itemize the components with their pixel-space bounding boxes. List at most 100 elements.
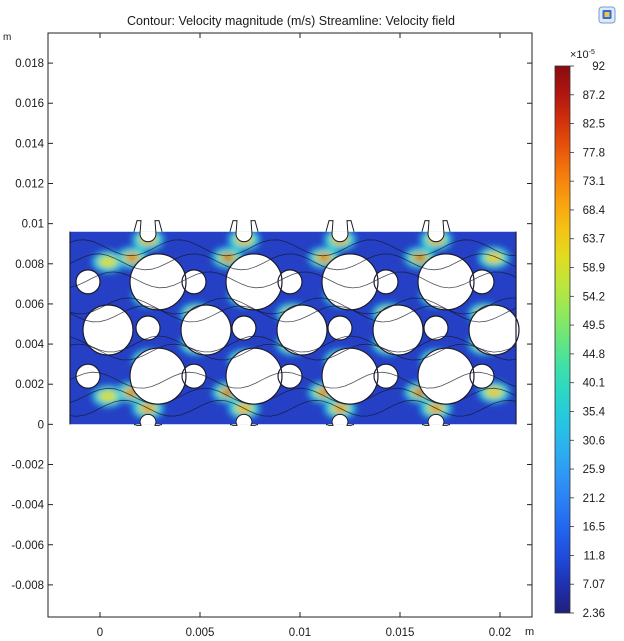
colorbar-gradient [554,65,571,614]
large-obstacle [418,348,474,405]
colorbar-multiplier: ×10-5 [570,49,595,61]
large-obstacle-outline [276,304,328,356]
inlet-notch [229,220,259,243]
small-obstacle-outline [373,363,399,389]
y-tick-label: -0.002 [11,459,44,471]
large-obstacle [226,253,282,310]
y-tick-label: 0.018 [15,58,44,70]
large-obstacle-outline [225,347,283,405]
large-obstacle [130,253,186,310]
colorbar-tick-label: 58.9 [583,263,605,275]
y-tick-label: 0.014 [15,138,44,150]
colorbar-tick-label: 77.8 [583,147,605,159]
large-obstacle [130,348,186,405]
small-obstacle [182,364,206,389]
small-obstacle [76,364,100,389]
colorbar-ticks: 92 87.2 82.5 77.8 73.1 68.4 63.7 58.9 54.2 49.5 44… [570,61,606,620]
large-obstacle-outline [225,253,283,311]
large-obstacle [469,305,519,356]
plot-frame [47,32,533,618]
small-obstacle-outline [277,269,303,295]
small-obstacle [470,269,494,294]
y-axis-unit: m [3,32,11,43]
velocity-field [69,220,520,426]
small-obstacle [374,269,398,294]
x-tick-label: 0.005 [186,627,215,639]
colorbar-tick-label: 92 [592,61,605,73]
colorbar-tick-label: 87.2 [583,90,605,102]
small-obstacle-outline [75,363,101,389]
y-tick-label: 0.002 [15,379,44,391]
small-obstacle-outline [469,363,495,389]
colorbar-tick-label: 82.5 [583,119,605,131]
large-obstacle [181,305,231,356]
small-obstacle-outline [327,315,353,341]
small-obstacle-outline [181,269,207,295]
small-obstacle-outline [231,315,257,341]
colorbar-tick-label: 44.8 [583,349,605,361]
y-tick-label: 0.008 [15,259,44,271]
small-obstacle [278,364,302,389]
large-obstacle-outline [129,253,187,311]
large-obstacle-outline [372,304,424,356]
x-axis-ticks: 0 0.005 0.01 0.015 0.02 [97,33,511,639]
large-obstacle-outline [180,304,232,356]
y-tick-label: 0.004 [15,339,44,351]
y-tick-label: 0.01 [22,219,44,231]
small-obstacle [424,316,448,341]
y-tick-label: -0.004 [11,500,44,512]
colorbar-tick-label: 21.2 [583,493,605,505]
velocity-hotspot [414,254,426,262]
large-obstacle-outline [321,253,379,311]
y-tick-label: 0.012 [15,179,44,191]
y-tick-label: 0 [38,419,44,431]
colorbar-tick-label: 49.5 [583,320,605,332]
y-tick-label: -0.006 [11,540,44,552]
small-obstacle-outline [469,269,495,295]
streamline [69,297,516,315]
small-obstacle-outline [373,269,399,295]
large-obstacle [322,253,378,310]
domain-boundary [69,220,520,426]
inlet-notch [133,220,163,243]
small-obstacle [76,269,100,294]
inlet-notch [421,220,451,243]
small-obstacle [328,316,352,341]
large-obstacle-outline [417,253,475,311]
small-obstacle-outline [75,269,101,295]
colorbar-tick-label: 7.07 [583,579,605,591]
small-obstacle [470,364,494,389]
streamline [69,271,517,289]
colorbar-tick-label: 54.2 [583,291,605,303]
outlet-notch [133,413,163,426]
colorbar-tick-label: 30.6 [583,435,605,447]
outlet-notch [325,413,355,426]
x-tick-label: 0.01 [289,627,311,639]
small-obstacle [374,364,398,389]
small-obstacle [232,316,256,341]
velocity-hotspot [488,388,500,396]
streamline [69,371,517,389]
large-obstacle [373,305,423,356]
small-obstacle [278,269,302,294]
outlet-notch [229,413,259,426]
large-obstacle-outline [129,347,187,405]
y-tick-label: 0.006 [15,299,44,311]
colorbar-tick-label: 35.4 [583,406,606,418]
large-obstacle [277,305,327,356]
y-tick-label: -0.008 [11,580,44,592]
colorbar-tick-label: 63.7 [583,234,605,246]
inlet-notch [325,220,355,243]
x-tick-label: 0.015 [386,627,415,639]
streamline [69,239,517,257]
large-obstacle-outline [468,304,520,356]
reset-view-icon[interactable] [598,6,616,24]
outlet-notch [421,413,451,426]
large-obstacle-outline [321,347,379,405]
large-obstacle-outline [82,304,134,356]
small-obstacle [136,316,160,341]
velocity-hotspot [102,392,114,400]
small-obstacle-outline [135,315,161,341]
large-obstacle [83,305,133,356]
